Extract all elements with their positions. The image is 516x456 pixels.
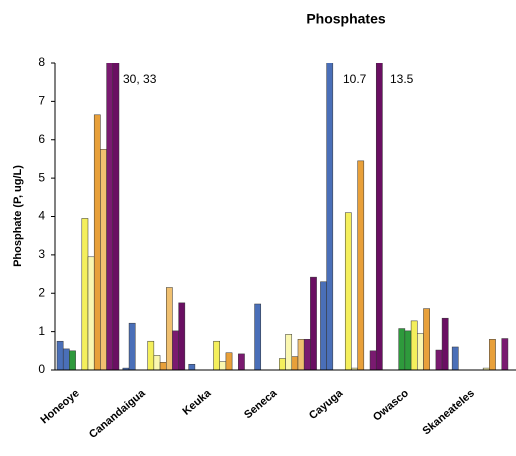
y-tick-label: 3 bbox=[38, 247, 45, 261]
y-axis-label: Phosphate (P, ug/L) bbox=[12, 165, 24, 267]
bar bbox=[62, 348, 70, 370]
bar bbox=[285, 334, 293, 370]
bar bbox=[375, 63, 383, 370]
annotation: 10.7 bbox=[343, 72, 367, 86]
bar bbox=[303, 339, 311, 370]
bar bbox=[310, 276, 317, 370]
y-tick-label: 0 bbox=[38, 362, 45, 376]
bar bbox=[69, 350, 76, 370]
bar bbox=[178, 302, 186, 370]
bar bbox=[213, 340, 220, 370]
bar bbox=[106, 63, 114, 370]
bar bbox=[344, 212, 352, 370]
bar bbox=[357, 160, 365, 370]
x-tick-label: Owasco bbox=[371, 387, 411, 423]
bar bbox=[238, 353, 245, 370]
bar bbox=[501, 338, 509, 370]
y-tick-label: 4 bbox=[38, 209, 45, 223]
bar bbox=[417, 333, 424, 370]
y-tick-label: 6 bbox=[38, 132, 45, 146]
bar bbox=[166, 287, 173, 370]
bars bbox=[56, 63, 509, 370]
x-tick-label: Skaneateles bbox=[420, 387, 476, 437]
bar bbox=[254, 303, 262, 370]
bar bbox=[435, 349, 443, 370]
bar bbox=[56, 340, 64, 370]
bar bbox=[93, 114, 101, 370]
bar bbox=[225, 352, 233, 370]
bar bbox=[297, 339, 305, 370]
bar bbox=[489, 339, 496, 370]
bar bbox=[451, 346, 459, 370]
bar bbox=[326, 63, 334, 370]
bar bbox=[81, 218, 89, 370]
bar bbox=[128, 322, 136, 370]
bar bbox=[188, 363, 196, 370]
x-tick-label: Seneca bbox=[242, 387, 280, 422]
x-tick-label: Cayuga bbox=[307, 387, 346, 422]
x-tick-label: Honeoye bbox=[38, 387, 81, 426]
bar bbox=[423, 308, 430, 370]
bar bbox=[100, 149, 107, 370]
chart-title: Phosphates bbox=[306, 11, 386, 27]
bar bbox=[404, 330, 412, 370]
bar bbox=[112, 63, 120, 370]
bar bbox=[279, 358, 286, 370]
bar bbox=[320, 281, 327, 370]
bar bbox=[159, 362, 167, 370]
bar bbox=[147, 340, 155, 370]
y-tick-label: 5 bbox=[38, 170, 45, 184]
x-tick-label: Keuka bbox=[180, 387, 214, 418]
bar bbox=[172, 330, 179, 370]
annotation: 30, 33 bbox=[123, 72, 157, 86]
bar bbox=[369, 350, 377, 370]
x-tick-label: Canandaigua bbox=[87, 387, 148, 441]
bar bbox=[410, 320, 418, 370]
bar bbox=[398, 328, 406, 370]
bar bbox=[441, 317, 449, 370]
bar bbox=[291, 356, 299, 370]
y-tick-label: 1 bbox=[38, 324, 45, 338]
annotation: 13.5 bbox=[390, 72, 414, 86]
y-tick-label: 7 bbox=[38, 94, 45, 108]
y-tick-label: 2 bbox=[38, 285, 45, 299]
bar bbox=[87, 256, 95, 370]
bar bbox=[219, 361, 227, 370]
y-tick-label: 8 bbox=[38, 55, 45, 69]
bar bbox=[153, 355, 161, 370]
